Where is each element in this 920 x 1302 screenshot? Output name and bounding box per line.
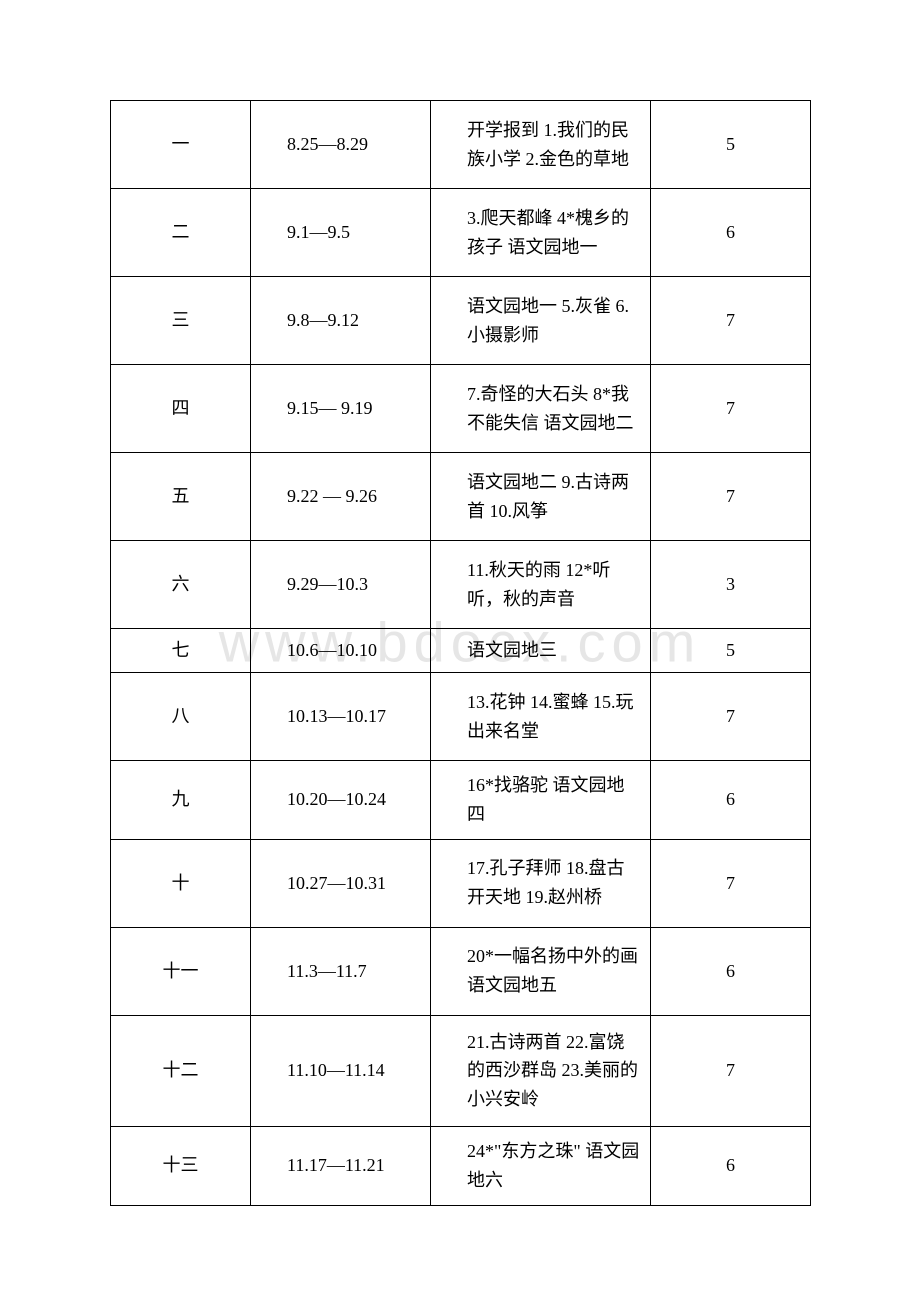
cell-hours: 6: [651, 927, 811, 1015]
cell-week: 五: [111, 453, 251, 541]
cell-content: 语文园地二 9.古诗两首 10.风筝: [431, 453, 651, 541]
table-row: 二 9.1—9.5 3.爬天都峰 4*槐乡的孩子 语文园地一 6: [111, 189, 811, 277]
cell-date: 8.25—8.29: [251, 101, 431, 189]
cell-week: 九: [111, 761, 251, 840]
cell-hours: 7: [651, 277, 811, 365]
cell-content: 7.奇怪的大石头 8*我不能失信 语文园地二: [431, 365, 651, 453]
cell-week: 三: [111, 277, 251, 365]
cell-hours: 7: [651, 1015, 811, 1126]
cell-date: 10.20—10.24: [251, 761, 431, 840]
cell-hours: 6: [651, 189, 811, 277]
cell-hours: 6: [651, 761, 811, 840]
cell-hours: 7: [651, 673, 811, 761]
cell-week: 十二: [111, 1015, 251, 1126]
table-row: 三 9.8—9.12 语文园地一 5.灰雀 6.小摄影师 7: [111, 277, 811, 365]
cell-date: 11.10—11.14: [251, 1015, 431, 1126]
cell-content: 语文园地三: [431, 629, 651, 673]
table-row: 八 10.13—10.17 13.花钟 14.蜜蜂 15.玩出来名堂 7: [111, 673, 811, 761]
table-row: 六 9.29—10.3 11.秋天的雨 12*听听，秋的声音 3: [111, 541, 811, 629]
cell-hours: 7: [651, 365, 811, 453]
cell-content: 语文园地一 5.灰雀 6.小摄影师: [431, 277, 651, 365]
cell-content: 20*一幅名扬中外的画 语文园地五: [431, 927, 651, 1015]
cell-week: 六: [111, 541, 251, 629]
cell-date: 9.22 — 9.26: [251, 453, 431, 541]
cell-content: 11.秋天的雨 12*听听，秋的声音: [431, 541, 651, 629]
table-row: 十三 11.17—11.21 24*"东方之珠" 语文园地六 6: [111, 1126, 811, 1205]
cell-content: 开学报到 1.我们的民族小学 2.金色的草地: [431, 101, 651, 189]
table-row: 七 10.6—10.10 语文园地三 5: [111, 629, 811, 673]
schedule-table: 一 8.25—8.29 开学报到 1.我们的民族小学 2.金色的草地 5 二 9…: [110, 100, 811, 1206]
cell-week: 十三: [111, 1126, 251, 1205]
cell-hours: 5: [651, 629, 811, 673]
table-row: 十一 11.3—11.7 20*一幅名扬中外的画 语文园地五 6: [111, 927, 811, 1015]
cell-hours: 5: [651, 101, 811, 189]
cell-content: 17.孔子拜师 18.盘古开天地 19.赵州桥: [431, 839, 651, 927]
cell-date: 10.6—10.10: [251, 629, 431, 673]
cell-week: 十一: [111, 927, 251, 1015]
schedule-table-container: 一 8.25—8.29 开学报到 1.我们的民族小学 2.金色的草地 5 二 9…: [110, 100, 810, 1206]
cell-week: 二: [111, 189, 251, 277]
cell-hours: 7: [651, 453, 811, 541]
cell-hours: 6: [651, 1126, 811, 1205]
schedule-table-body: 一 8.25—8.29 开学报到 1.我们的民族小学 2.金色的草地 5 二 9…: [111, 101, 811, 1206]
cell-week: 一: [111, 101, 251, 189]
cell-content: 24*"东方之珠" 语文园地六: [431, 1126, 651, 1205]
table-row: 四 9.15— 9.19 7.奇怪的大石头 8*我不能失信 语文园地二 7: [111, 365, 811, 453]
cell-date: 9.15— 9.19: [251, 365, 431, 453]
cell-content: 21.古诗两首 22.富饶的西沙群岛 23.美丽的小兴安岭: [431, 1015, 651, 1126]
cell-week: 四: [111, 365, 251, 453]
cell-hours: 3: [651, 541, 811, 629]
cell-hours: 7: [651, 839, 811, 927]
table-row: 九 10.20—10.24 16*找骆驼 语文园地四 6: [111, 761, 811, 840]
table-row: 十 10.27—10.31 17.孔子拜师 18.盘古开天地 19.赵州桥 7: [111, 839, 811, 927]
cell-content: 16*找骆驼 语文园地四: [431, 761, 651, 840]
cell-content: 13.花钟 14.蜜蜂 15.玩出来名堂: [431, 673, 651, 761]
cell-week: 八: [111, 673, 251, 761]
cell-date: 11.3—11.7: [251, 927, 431, 1015]
cell-date: 10.27—10.31: [251, 839, 431, 927]
table-row: 五 9.22 — 9.26 语文园地二 9.古诗两首 10.风筝 7: [111, 453, 811, 541]
cell-date: 9.8—9.12: [251, 277, 431, 365]
table-row: 十二 11.10—11.14 21.古诗两首 22.富饶的西沙群岛 23.美丽的…: [111, 1015, 811, 1126]
cell-date: 11.17—11.21: [251, 1126, 431, 1205]
cell-week: 七: [111, 629, 251, 673]
cell-week: 十: [111, 839, 251, 927]
table-row: 一 8.25—8.29 开学报到 1.我们的民族小学 2.金色的草地 5: [111, 101, 811, 189]
cell-date: 9.29—10.3: [251, 541, 431, 629]
cell-content: 3.爬天都峰 4*槐乡的孩子 语文园地一: [431, 189, 651, 277]
cell-date: 9.1—9.5: [251, 189, 431, 277]
cell-date: 10.13—10.17: [251, 673, 431, 761]
